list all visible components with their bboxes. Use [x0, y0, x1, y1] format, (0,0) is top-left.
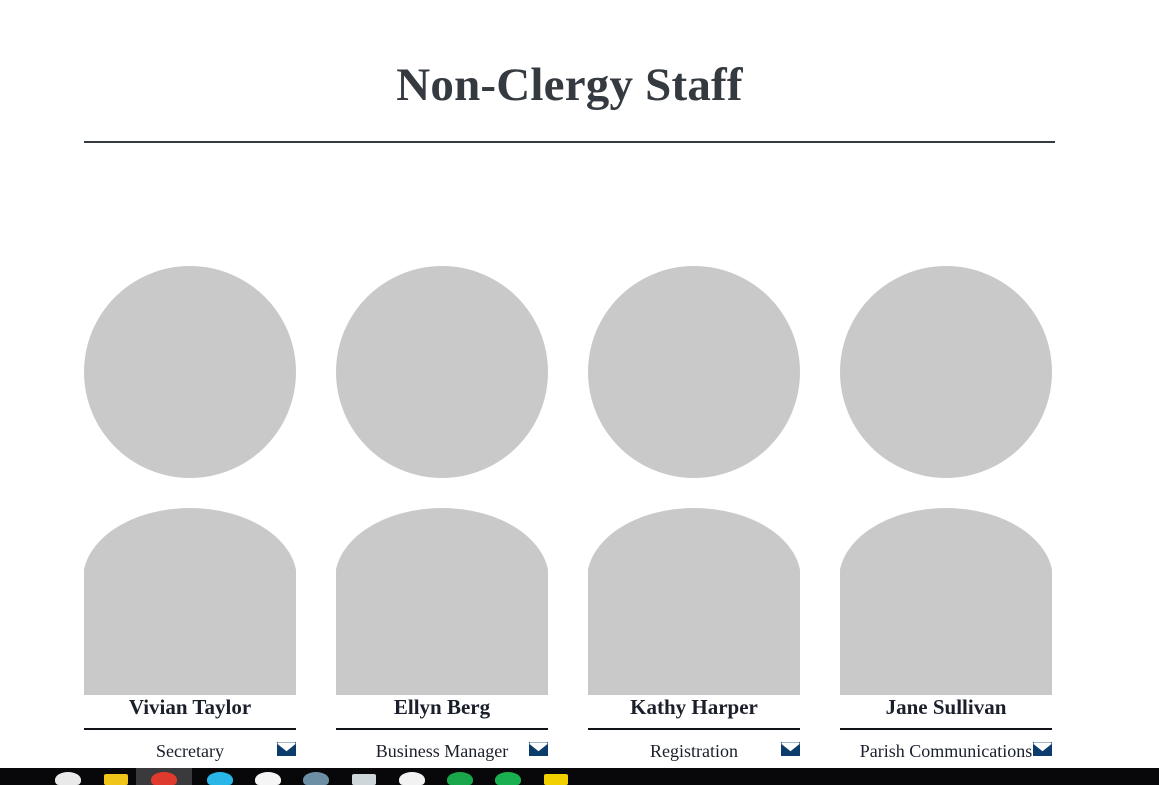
taskbar-icon-glyph — [352, 774, 376, 785]
staff-card: Vivian Taylor Secretary — [84, 230, 296, 768]
staff-role-row: Business Manager — [336, 730, 548, 768]
taskbar-icon-globe-blue[interactable] — [196, 768, 244, 785]
taskbar-icon-glyph — [207, 772, 233, 785]
envelope-icon[interactable] — [529, 742, 548, 757]
taskbar-icon-app-grey[interactable] — [340, 768, 388, 785]
avatar-body-shape — [336, 508, 548, 695]
avatar-head-shape — [588, 266, 800, 478]
avatar-body-shape — [588, 508, 800, 695]
staff-role-row: Parish Communications — [840, 730, 1052, 768]
avatar-body-shape — [840, 508, 1052, 695]
staff-name-divider — [84, 727, 296, 730]
staff-card: Kathy Harper Registration — [588, 230, 800, 768]
avatar-head-shape — [840, 266, 1052, 478]
taskbar-icon-glyph — [55, 772, 81, 785]
staff-card: Jane Sullivan Parish Communications — [840, 230, 1052, 768]
person-placeholder-icon — [336, 230, 548, 695]
envelope-icon[interactable] — [781, 742, 800, 757]
taskbar-icon-app-teal[interactable] — [292, 768, 340, 785]
taskbar-icon-glyph — [303, 772, 329, 785]
staff-name-divider — [336, 727, 548, 730]
staff-role: Registration — [650, 740, 738, 761]
taskbar-icon-app-green-1[interactable] — [436, 768, 484, 785]
envelope-icon[interactable] — [1033, 742, 1052, 757]
staff-role-row: Registration — [588, 730, 800, 768]
taskbar-icon-browser-red[interactable] — [140, 768, 188, 785]
taskbar-icon-app-yellow[interactable] — [532, 768, 580, 785]
staff-name-divider — [588, 727, 800, 730]
person-placeholder-icon — [840, 230, 1052, 695]
avatar-head-shape — [84, 266, 296, 478]
person-placeholder-icon — [84, 230, 296, 695]
taskbar-icon-glyph — [399, 772, 425, 785]
staff-role: Secretary — [156, 740, 224, 761]
person-placeholder-icon — [588, 230, 800, 695]
taskbar-icon-app-green-2[interactable] — [484, 768, 532, 785]
staff-name: Kathy Harper — [630, 695, 758, 719]
staff-directory-page: Non-Clergy Staff Vivian Taylor Secretary E… — [84, 59, 1055, 768]
taskbar-icon-files[interactable] — [92, 768, 140, 785]
staff-role: Parish Communications — [859, 740, 1033, 761]
staff-role-row: Secretary — [84, 730, 296, 768]
taskbar-icon-glyph — [255, 772, 281, 785]
staff-name: Ellyn Berg — [393, 695, 491, 719]
taskbar-icon-glyph — [151, 772, 177, 785]
staff-name-divider — [840, 727, 1052, 730]
taskbar-icon-glyph — [544, 774, 568, 785]
taskbar-icon-app-white[interactable] — [244, 768, 292, 785]
staff-role: Business Manager — [375, 740, 509, 761]
avatar-body-shape — [84, 508, 296, 695]
staff-card-grid: Vivian Taylor Secretary Ellyn Berg Business… — [84, 230, 1055, 768]
taskbar-icon-app-1[interactable] — [44, 768, 92, 785]
title-divider — [84, 141, 1055, 143]
desktop-taskbar[interactable] — [0, 768, 1159, 785]
envelope-icon[interactable] — [277, 742, 296, 757]
taskbar-icon-app-santa[interactable] — [388, 768, 436, 785]
staff-card: Ellyn Berg Business Manager — [336, 230, 548, 768]
page-title: Non-Clergy Staff — [396, 59, 743, 111]
staff-name: Vivian Taylor — [128, 695, 252, 719]
taskbar-icon-glyph — [447, 772, 473, 785]
taskbar-icon-glyph — [495, 772, 521, 785]
avatar-head-shape — [336, 266, 548, 478]
staff-name: Jane Sullivan — [885, 695, 1007, 719]
taskbar-icon-glyph — [104, 774, 128, 785]
